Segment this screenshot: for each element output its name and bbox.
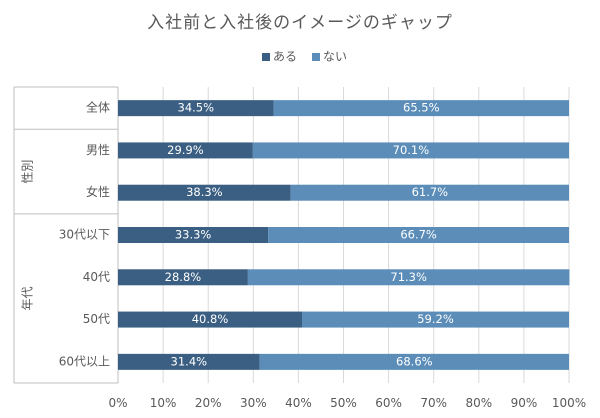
x-tick-label: 100% bbox=[552, 396, 586, 410]
category-label: 50代 bbox=[83, 312, 110, 326]
x-tick-label: 90% bbox=[511, 396, 538, 410]
data-label: 33.3% bbox=[175, 228, 212, 242]
bar-segment bbox=[118, 227, 269, 243]
category-label: 男性 bbox=[86, 143, 110, 157]
data-label: 31.4% bbox=[171, 354, 208, 368]
category-label: 30代以下 bbox=[59, 228, 110, 242]
data-label: 71.3% bbox=[390, 270, 427, 284]
data-label: 66.7% bbox=[400, 228, 437, 242]
legend-label: ない bbox=[323, 50, 347, 64]
bar-segment bbox=[118, 353, 260, 370]
category-label: 60代以上 bbox=[59, 354, 110, 368]
x-tick-label: 70% bbox=[420, 396, 447, 410]
data-label: 38.3% bbox=[186, 185, 223, 199]
bar-segment bbox=[118, 142, 253, 159]
group-label: 年代 bbox=[21, 286, 35, 310]
category-label: 全体 bbox=[86, 100, 110, 115]
legend-swatch bbox=[262, 53, 270, 61]
data-label: 59.2% bbox=[417, 312, 454, 326]
x-tick-label: 20% bbox=[195, 396, 222, 410]
legend-label: ある bbox=[273, 50, 297, 64]
x-tick-label: 40% bbox=[285, 396, 312, 410]
bar-segment bbox=[259, 353, 569, 370]
bar-segment bbox=[268, 227, 569, 243]
data-label: 29.9% bbox=[167, 143, 204, 157]
chart-title: 入社前と入社後のイメージのギャップ bbox=[147, 13, 453, 33]
data-label: 61.7% bbox=[412, 185, 449, 199]
bar-segment bbox=[118, 100, 274, 117]
x-tick-label: 50% bbox=[330, 396, 357, 410]
data-label: 65.5% bbox=[403, 101, 440, 115]
bar-segment bbox=[273, 100, 569, 117]
bar-segment bbox=[247, 269, 570, 286]
x-tick-label: 80% bbox=[465, 396, 492, 410]
bar-segment bbox=[252, 142, 569, 159]
bar-segment bbox=[118, 269, 248, 286]
data-label: 40.8% bbox=[192, 312, 229, 326]
group-label: 性別 bbox=[21, 160, 35, 184]
category-label: 女性 bbox=[86, 184, 110, 199]
data-label: 70.1% bbox=[393, 143, 430, 157]
data-label: 68.6% bbox=[396, 354, 433, 368]
bar-segment bbox=[118, 184, 291, 201]
x-tick-label: 60% bbox=[375, 396, 402, 410]
data-label: 34.5% bbox=[178, 101, 215, 115]
x-tick-label: 0% bbox=[108, 396, 127, 410]
x-tick-label: 10% bbox=[150, 396, 177, 410]
bar-segment bbox=[118, 311, 303, 328]
legend-swatch bbox=[312, 53, 320, 61]
bar-segment bbox=[302, 311, 569, 328]
category-label: 40代 bbox=[83, 270, 110, 284]
data-label: 28.8% bbox=[165, 270, 202, 284]
x-tick-label: 30% bbox=[240, 396, 267, 410]
bar-segment bbox=[290, 184, 569, 201]
